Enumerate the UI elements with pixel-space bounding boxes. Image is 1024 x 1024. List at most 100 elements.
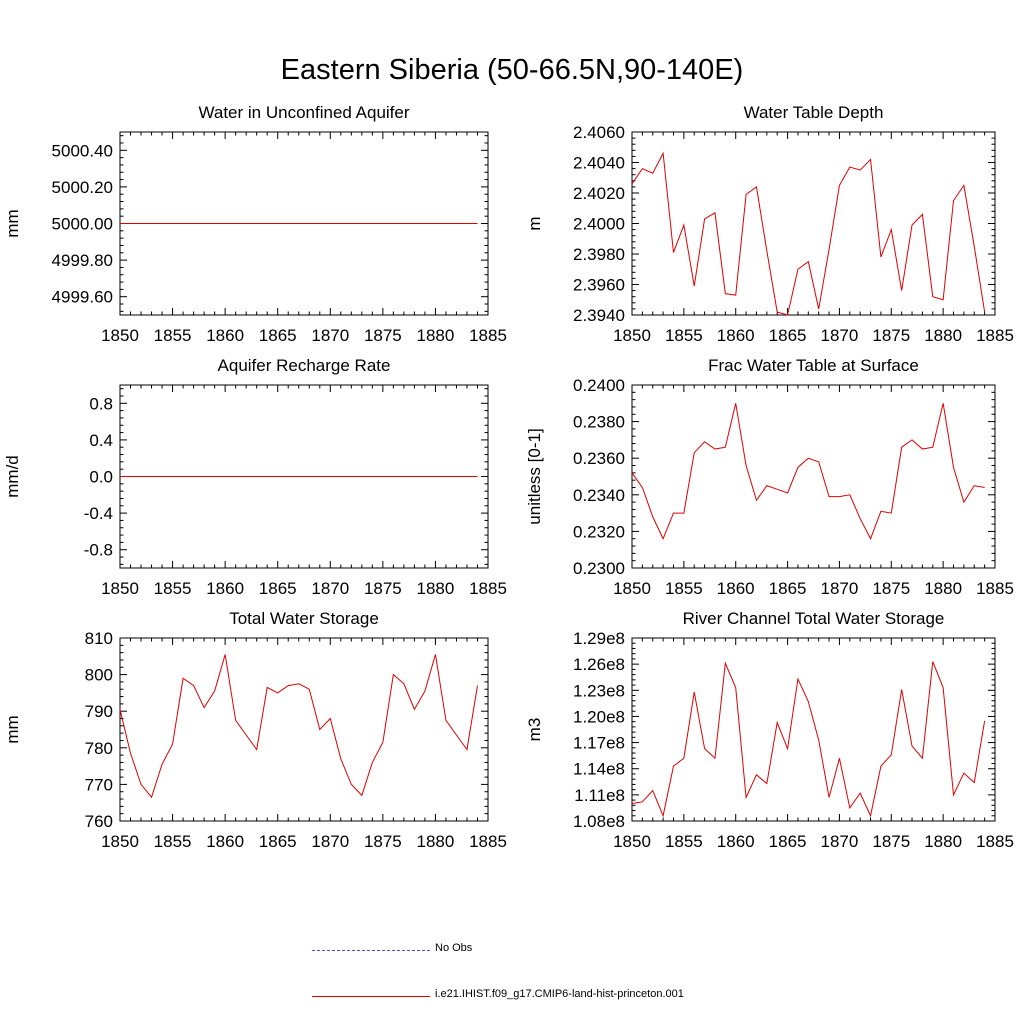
plot-frame [119, 637, 489, 822]
plot-frame [631, 637, 996, 822]
x-tick-label: 1860 [206, 579, 244, 598]
legend-label-model-run: i.e21.IHIST.f09_g17.CMIP6-land-hist-prin… [435, 988, 684, 1000]
x-tick-label: 1860 [717, 326, 755, 345]
x-tick-label: 1885 [469, 832, 507, 851]
y-tick-label: 0.2380 [573, 413, 625, 432]
x-tick-label: 1880 [417, 579, 455, 598]
panel-3: 1850 1855 1860 1865 1870 1875 1880 1885 -0.8 -0.4… [3, 356, 507, 598]
y-tick-label: 0.2400 [573, 376, 625, 395]
panel-5: 1850 1855 1860 1865 1870 1875 1880 1885 760 770 78… [3, 609, 507, 851]
y-tick-label: 1.14e8 [573, 760, 625, 779]
y-axis-label: mm/d [3, 455, 22, 498]
y-tick-label: 0.0 [89, 468, 113, 487]
panel-title: Water in Unconfined Aquifer [198, 103, 409, 122]
y-tick-label: 0.2360 [573, 449, 625, 468]
y-tick-label: 2.3940 [573, 306, 625, 325]
x-tick-label: 1850 [101, 832, 139, 851]
x-tick-label: 1885 [976, 579, 1014, 598]
x-tick-label: 1860 [717, 579, 755, 598]
x-tick-label: 1870 [821, 326, 859, 345]
y-tick-label: 0.2300 [573, 559, 625, 578]
panel-title: Water Table Depth [744, 103, 884, 122]
y-tick-label: 0.8 [89, 394, 113, 413]
y-axis-label: m [525, 216, 544, 230]
y-tick-label: 5000.20 [52, 178, 113, 197]
y-tick-label: 760 [85, 812, 113, 831]
y-axis-label: mm [3, 209, 22, 237]
y-tick-label: 800 [85, 666, 113, 685]
y-tick-label: 2.4020 [573, 184, 625, 203]
y-tick-label: 770 [85, 775, 113, 794]
x-tick-label: 1875 [364, 832, 402, 851]
series-line [631, 661, 986, 818]
x-tick-label: 1875 [364, 326, 402, 345]
y-tick-label: 4999.80 [52, 251, 113, 270]
figure-title: Eastern Siberia (50-66.5N,90-140E) [280, 54, 744, 86]
y-tick-label: 0.2320 [573, 522, 625, 541]
y-tick-label: 0.4 [89, 431, 113, 450]
y-tick-label: -0.4 [84, 504, 113, 523]
series-line [631, 403, 985, 540]
panel-2: 1850 1855 1860 1865 1870 1875 1880 1885 2.3940 2.… [525, 103, 1014, 345]
y-tick-label: 810 [85, 629, 113, 648]
y-tick-label: 1.20e8 [573, 707, 625, 726]
plot-frame [631, 384, 996, 569]
x-tick-label: 1885 [469, 326, 507, 345]
x-tick-label: 1865 [259, 326, 297, 345]
x-tick-label: 1850 [101, 326, 139, 345]
x-tick-label: 1850 [613, 326, 651, 345]
x-tick-label: 1850 [613, 579, 651, 598]
y-tick-label: 2.4040 [573, 154, 625, 173]
x-tick-label: 1885 [976, 326, 1014, 345]
x-tick-label: 1870 [311, 326, 349, 345]
x-tick-label: 1885 [976, 832, 1014, 851]
x-tick-label: 1880 [924, 579, 962, 598]
y-tick-label: 2.4000 [573, 215, 625, 234]
x-tick-label: 1885 [469, 579, 507, 598]
panel-title: River Channel Total Water Storage [683, 609, 945, 628]
x-tick-label: 1865 [769, 832, 807, 851]
y-tick-label: 1.17e8 [573, 734, 625, 753]
x-tick-label: 1870 [821, 579, 859, 598]
panel-4: 1850 1855 1860 1865 1870 1875 1880 1885 0.2300 0.… [525, 356, 1014, 598]
x-tick-label: 1855 [154, 832, 192, 851]
x-tick-label: 1870 [311, 579, 349, 598]
y-tick-label: 2.4060 [573, 123, 625, 142]
x-tick-label: 1865 [259, 832, 297, 851]
x-tick-label: 1875 [872, 326, 910, 345]
y-tick-label: 780 [85, 739, 113, 758]
legend-line-solid [312, 996, 430, 997]
y-axis-label: mm [3, 715, 22, 743]
x-tick-label: 1865 [259, 579, 297, 598]
panel-1: 1850 1855 1860 1865 1870 1875 1880 1885 4999.60 4… [3, 103, 507, 345]
x-tick-label: 1850 [101, 579, 139, 598]
y-axis-label: unitless [0-1] [525, 428, 544, 524]
x-tick-label: 1880 [417, 326, 455, 345]
x-tick-label: 1875 [872, 579, 910, 598]
legend-label-no-obs: No Obs [435, 942, 473, 954]
panel-title: Total Water Storage [229, 609, 379, 628]
y-tick-label: 1.08e8 [573, 812, 625, 831]
x-tick-label: 1855 [154, 579, 192, 598]
panel-title: Aquifer Recharge Rate [218, 356, 391, 375]
x-tick-label: 1860 [717, 832, 755, 851]
y-tick-label: 790 [85, 702, 113, 721]
x-tick-label: 1870 [821, 832, 859, 851]
y-tick-label: 1.23e8 [573, 681, 625, 700]
panel-6: 1850 1855 1860 1865 1870 1875 1880 1885 1.08e8 1.… [525, 609, 1014, 851]
y-tick-label: -0.8 [84, 541, 113, 560]
y-tick-label: 1.11e8 [574, 786, 625, 805]
y-tick-label: 2.3960 [573, 276, 625, 295]
x-tick-label: 1860 [206, 832, 244, 851]
y-axis-label: m3 [525, 718, 544, 742]
y-tick-label: 1.29e8 [573, 629, 625, 648]
x-tick-label: 1855 [665, 832, 703, 851]
x-tick-label: 1875 [364, 579, 402, 598]
x-tick-label: 1850 [613, 832, 651, 851]
legend-line-dashed [312, 950, 430, 951]
series-line [631, 151, 986, 316]
y-tick-label: 4999.60 [52, 288, 113, 307]
panel-title: Frac Water Table at Surface [708, 356, 919, 375]
x-tick-label: 1855 [154, 326, 192, 345]
